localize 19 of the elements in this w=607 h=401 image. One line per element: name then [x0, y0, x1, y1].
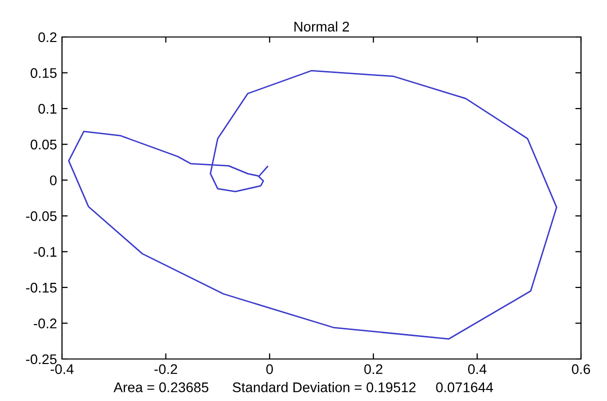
- y-tick-label: -0.05: [26, 211, 57, 222]
- x-tick-label: 0.4: [468, 364, 486, 374]
- y-tick-label: 0.1: [38, 104, 56, 114]
- chart-title: Normal 2: [294, 21, 349, 32]
- y-tick-label: 0: [50, 175, 57, 186]
- x-tick-label: -0.2: [154, 364, 178, 374]
- y-tick-label: -0.25: [26, 354, 57, 364]
- y-tick-label: -0.2: [34, 318, 56, 328]
- y-tick-label: -0.15: [26, 282, 57, 293]
- y-tick-label: 0.15: [30, 68, 57, 78]
- y-tick-label: -0.1: [34, 247, 56, 257]
- y-tick-label: 0.2: [38, 32, 56, 42]
- x-tick-label: -0.4: [50, 364, 74, 374]
- x-tick-label: 0: [266, 364, 273, 374]
- line-series: [68, 70, 558, 340]
- x-tick-label: 0.6: [572, 364, 590, 374]
- x-tick-label: 0.2: [364, 364, 382, 374]
- y-tick-label: 0.05: [30, 140, 57, 150]
- text: Area = 0.23685 Standard Deviation = 0.19512 0.071644: [114, 382, 494, 392]
